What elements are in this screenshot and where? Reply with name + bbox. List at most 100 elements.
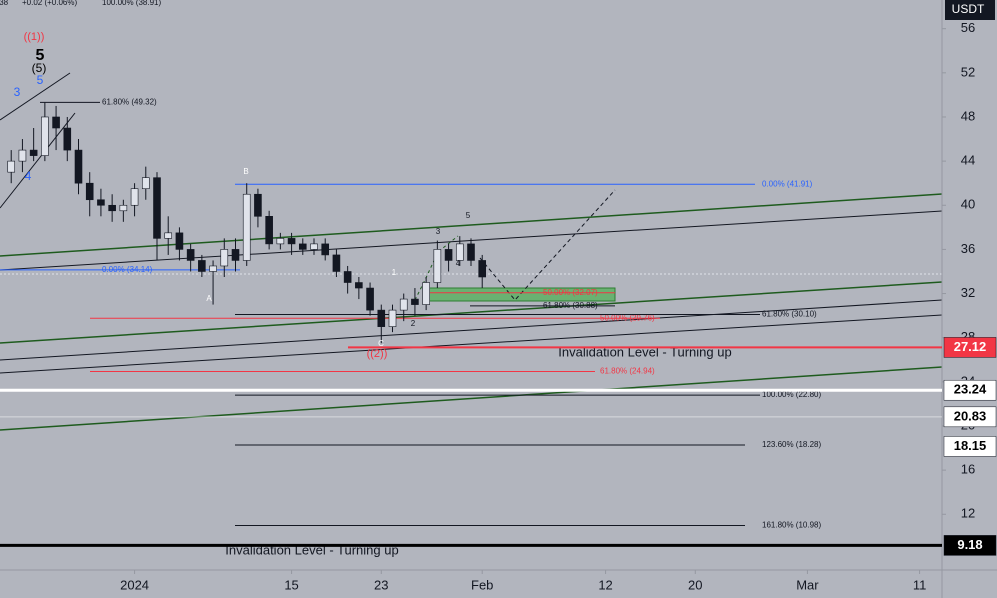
currency-box	[945, 0, 995, 20]
candle-body	[63, 127, 72, 151]
x-tick-label: 15	[284, 577, 298, 592]
annotation: A	[206, 294, 212, 303]
annotation: 5	[37, 73, 44, 87]
annotation: 3	[436, 227, 441, 236]
fib-label: 0.00% (41.91)	[762, 179, 813, 188]
x-tick-label: Mar	[796, 577, 819, 592]
annotation: 2	[411, 319, 416, 328]
annotation: ((1))	[24, 31, 45, 43]
annotation: C	[378, 339, 384, 348]
candle-body	[399, 298, 408, 311]
x-tick-label: 2024	[120, 577, 149, 592]
annotation: 5	[466, 211, 471, 220]
annotation: .38	[0, 0, 9, 7]
candle-body	[287, 238, 296, 245]
wedge-line	[0, 72, 71, 121]
price-box	[943, 535, 997, 556]
fib-label: 50.00% (29.76)	[600, 313, 655, 322]
trend-line	[0, 281, 942, 344]
candle-body	[231, 249, 240, 261]
fib-label: 61.80% (30.10)	[762, 310, 817, 319]
candle-body	[52, 116, 60, 129]
candle-body	[164, 232, 173, 239]
candle-body	[422, 282, 430, 305]
price-box	[943, 337, 997, 358]
candle-body	[220, 249, 229, 267]
annotation: +0.02 (+0.06%)	[22, 0, 77, 7]
fib-label: 123.60% (18.28)	[762, 440, 821, 449]
y-tick-label: 44	[961, 153, 975, 168]
fib-label: 61.80% (24.94)	[600, 367, 655, 376]
price-label: 9.18	[957, 537, 982, 552]
x-tick-label: Feb	[471, 577, 493, 592]
y-tick-label: 48	[961, 108, 975, 123]
price-box	[943, 379, 997, 401]
candle-body	[153, 177, 161, 239]
candle-body	[41, 116, 49, 156]
candle-body	[276, 238, 285, 245]
annotation: 4	[25, 169, 32, 183]
candle-body	[242, 193, 251, 261]
candle-body	[186, 249, 195, 261]
x-tick-label: 11	[913, 577, 927, 592]
x-tick-label: 23	[374, 577, 388, 592]
y-tick-label: 36	[961, 241, 975, 256]
candle-body	[198, 260, 206, 272]
y-tick-label: 16	[961, 462, 975, 477]
candle-body	[209, 265, 217, 272]
candle-body	[366, 287, 374, 311]
candle-body	[85, 182, 94, 201]
candle-body	[265, 216, 273, 245]
candle-body	[310, 243, 318, 250]
candle-body	[108, 204, 116, 212]
fib-label: 61.80% (49.32)	[102, 98, 157, 107]
y-tick-label: 12	[961, 506, 975, 521]
x-tick-label: 20	[688, 577, 702, 592]
candle-body	[433, 249, 442, 283]
fib-label: 61.80% (30.88)	[543, 301, 598, 310]
y-tick-label: 56	[961, 20, 975, 35]
annotation: ((2))	[367, 348, 388, 360]
candle-body	[175, 232, 184, 250]
trend-line	[0, 314, 942, 374]
candle-body	[388, 309, 397, 327]
wedge-line	[0, 112, 76, 209]
candle-body	[29, 149, 38, 156]
y-tick-label: 40	[961, 197, 975, 212]
candle-body	[254, 193, 262, 217]
candle-body	[332, 254, 341, 272]
candle-body	[411, 298, 419, 305]
candle-body	[97, 199, 105, 206]
trend-line	[0, 366, 942, 431]
annotation: (5)	[32, 61, 47, 75]
price-label: 20.83	[954, 408, 987, 423]
x-tick-label: 12	[598, 577, 612, 592]
y-tick-label: 32	[961, 285, 975, 300]
candle-body	[444, 249, 453, 261]
candle-body	[355, 282, 363, 289]
annotation: 3	[14, 85, 21, 99]
fib-label: 161.80% (10.98)	[762, 521, 821, 530]
projection	[414, 235, 459, 301]
price-box	[943, 436, 997, 457]
price-box	[943, 406, 997, 428]
y-tick-label: 52	[961, 64, 975, 79]
annotation: 5	[36, 47, 45, 64]
candle-body	[74, 149, 83, 184]
candle-body	[298, 243, 307, 250]
candle-body	[343, 271, 352, 283]
annotation: 4	[456, 259, 461, 268]
candle-body	[130, 188, 139, 206]
fib-label: 50.00% (32.07)	[543, 288, 598, 297]
price-label: 18.15	[954, 438, 987, 453]
candle-body	[467, 243, 475, 261]
annotation: B	[243, 167, 248, 176]
currency: USDT	[952, 2, 985, 16]
fib-label: 0.00% (34.14)	[102, 265, 153, 274]
annotation: 1	[392, 268, 397, 277]
price-label: 23.24	[954, 382, 987, 397]
trend-line	[0, 299, 942, 361]
annotation: 100.00% (38.91)	[102, 0, 161, 7]
price-label: 27.12	[954, 339, 987, 354]
